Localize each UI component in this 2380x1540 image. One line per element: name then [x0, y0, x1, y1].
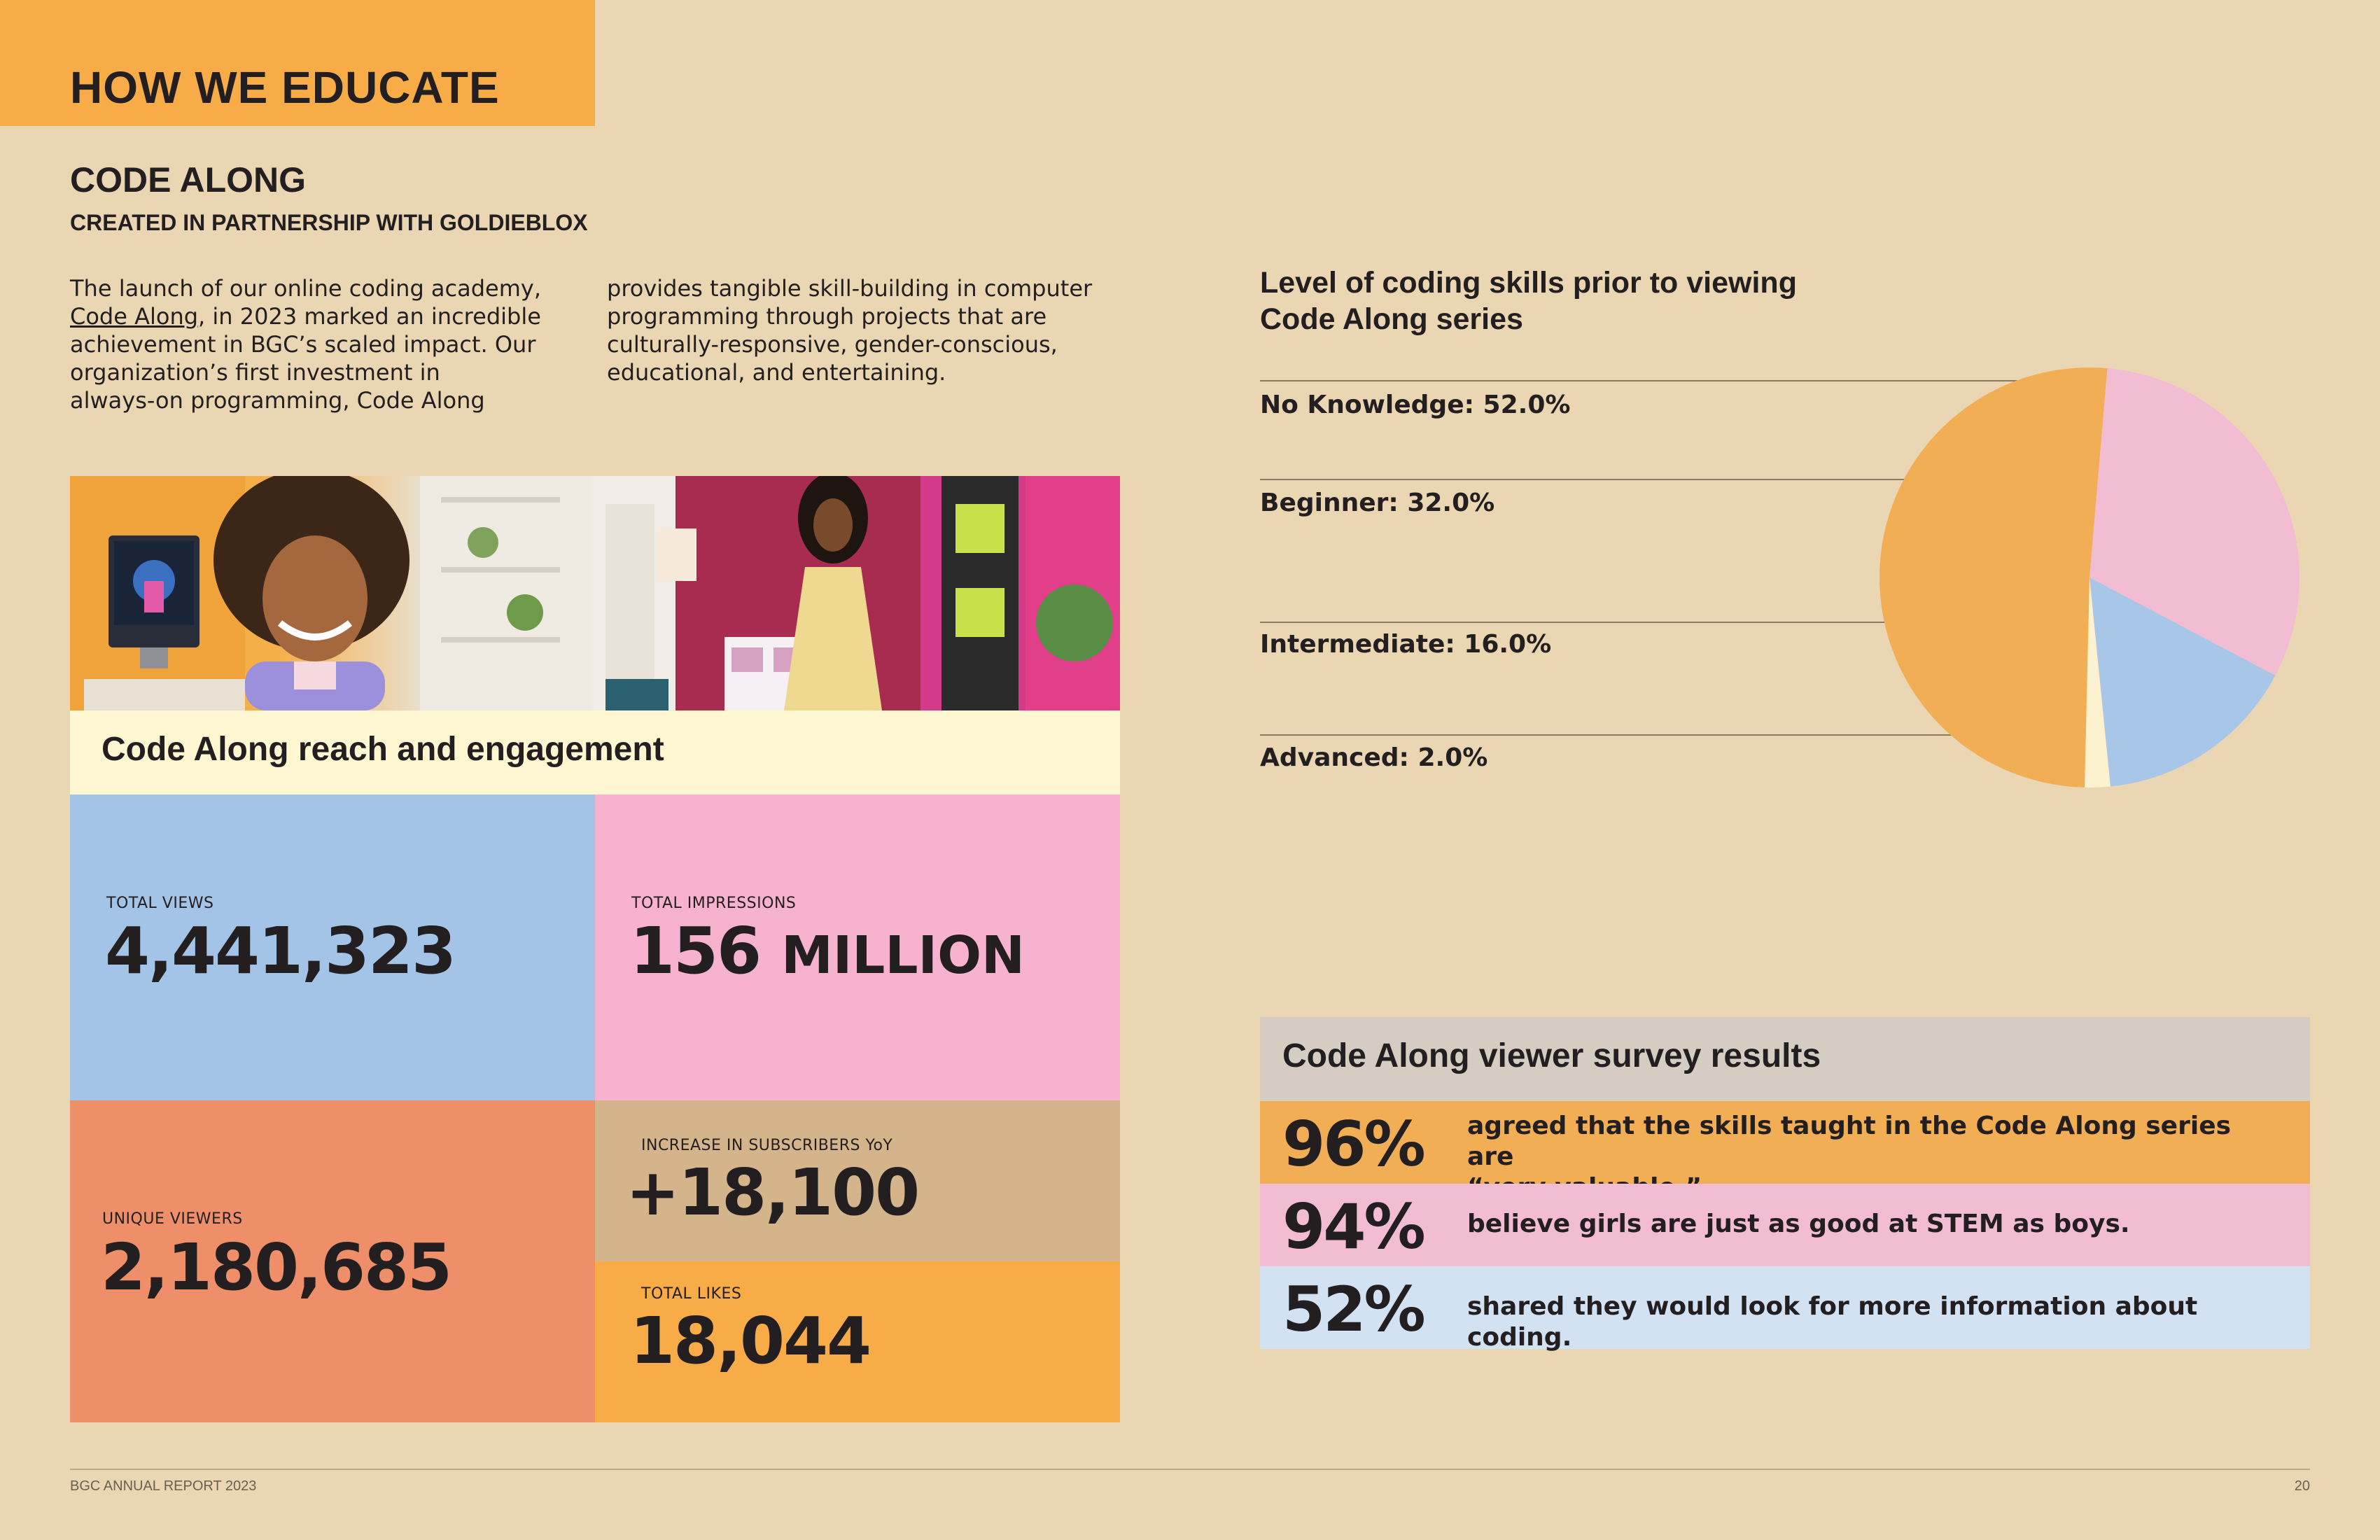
leader-line — [1260, 380, 2072, 382]
intro-column-1: The launch of our online coding academy,… — [70, 274, 574, 414]
survey-percent: 96% — [1282, 1108, 1426, 1180]
survey-row: 96% agreed that the skills taught in the… — [1260, 1101, 2310, 1202]
chart-title-line: Level of coding skills prior to viewing — [1260, 266, 1797, 300]
pie-label-no-knowledge: No Knowledge: 52.0% — [1260, 391, 1571, 419]
tile-value: +18,100 — [626, 1155, 920, 1230]
chart-title-line: Code Along series — [1260, 302, 1523, 336]
pie-label-beginner: Beginner: 32.0% — [1260, 489, 1495, 517]
footer-report-name: BGC ANNUAL REPORT 2023 — [70, 1478, 257, 1494]
host-photo-illustration — [592, 476, 1120, 710]
pie-label-intermediate: Intermediate: 16.0% — [1260, 630, 1552, 659]
leader-line — [1260, 734, 2114, 736]
intro-line: provides tangible skill-building in comp… — [607, 275, 1093, 302]
program-title: CODE ALONG — [70, 160, 307, 200]
intro-text: , in 2023 marked an incredible — [198, 303, 541, 330]
total-impressions-tile: TOTAL IMPRESSIONS 156 MILLION — [595, 794, 1120, 1100]
intro-line: culturally-responsive, gender-conscious, — [607, 331, 1058, 358]
subscribers-increase-tile: INCREASE IN SUBSCRIBERS YoY +18,100 — [595, 1100, 1120, 1261]
survey-row: 52% shared they would look for more info… — [1260, 1266, 2310, 1352]
page-number: 20 — [2294, 1478, 2310, 1494]
survey-text: shared they would look for more informat… — [1467, 1292, 2198, 1352]
survey-row: 94% believe girls are just as good at ST… — [1260, 1184, 2310, 1266]
survey-header: Code Along viewer survey results — [1260, 1017, 2310, 1101]
tile-label: UNIQUE VIEWERS — [102, 1210, 243, 1228]
intro-line: always-on programming, Code Along — [70, 387, 485, 414]
chart-title: Level of coding skills prior to viewing … — [1260, 265, 1890, 337]
tile-value: 4,441,323 — [105, 913, 456, 988]
intro-column-2: provides tangible skill-building in comp… — [607, 274, 1139, 386]
reach-header: Code Along reach and engagement — [70, 710, 1120, 794]
tile-value: 2,180,685 — [101, 1230, 452, 1305]
unique-viewers-tile: UNIQUE VIEWERS 2,180,685 — [70, 1100, 595, 1422]
survey-percent: 52% — [1282, 1273, 1426, 1345]
girl-at-computer-photo — [70, 476, 592, 710]
survey-text: believe girls are just as good at STEM a… — [1467, 1210, 2130, 1238]
leader-line — [1260, 479, 2184, 480]
tile-label: TOTAL LIKES — [641, 1285, 742, 1303]
pie-slice-intermediate — [2090, 578, 2276, 787]
survey-percent: 94% — [1282, 1191, 1426, 1263]
pie-slice-no-knowledge — [1879, 368, 2108, 788]
tile-label: INCREASE IN SUBSCRIBERS YoY — [641, 1137, 893, 1154]
total-views-tile: TOTAL VIEWS 4,441,323 — [70, 794, 595, 1100]
host-in-studio-photo — [592, 476, 1120, 710]
pie-slice-beginner — [2090, 368, 2300, 676]
coding-skills-pie-chart — [1879, 368, 2300, 788]
tile-value: 18,044 — [630, 1303, 872, 1378]
survey-title: Code Along viewer survey results — [1282, 1037, 1821, 1074]
section-title: HOW WE EDUCATE — [70, 62, 500, 113]
tile-value-number: 156 — [630, 913, 762, 988]
tile-label: TOTAL IMPRESSIONS — [631, 895, 797, 912]
pie-label-advanced: Advanced: 2.0% — [1260, 743, 1488, 772]
intro-line: The launch of our online coding academy, — [70, 275, 542, 302]
tile-label: TOTAL VIEWS — [106, 895, 214, 912]
girl-photo-illustration — [70, 476, 592, 710]
intro-line: Code Along, in 2023 marked an incredible — [70, 302, 574, 330]
program-subtitle: CREATED IN PARTNERSHIP WITH GOLDIEBLOX — [70, 210, 588, 235]
total-likes-tile: TOTAL LIKES 18,044 — [595, 1261, 1120, 1422]
tile-value: 156 MILLION — [630, 913, 1025, 988]
photo-strip — [70, 476, 1120, 710]
intro-line: educational, and entertaining. — [607, 359, 946, 386]
intro-line: achievement in BGC’s scaled impact. Our — [70, 331, 536, 358]
tile-value-suffix: MILLION — [781, 925, 1025, 986]
leader-line — [1260, 622, 2148, 623]
pie-slice-advanced — [2084, 578, 2110, 788]
reach-title: Code Along reach and engagement — [102, 731, 664, 768]
section-header-tab: HOW WE EDUCATE — [0, 0, 595, 126]
intro-line: programming through projects that are — [607, 303, 1047, 330]
intro-line: organization’s first investment in — [70, 359, 440, 386]
footer-rule — [70, 1469, 2310, 1470]
survey-text-line: agreed that the skills taught in the Cod… — [1467, 1112, 2232, 1171]
code-along-link[interactable]: Code Along — [70, 303, 199, 330]
